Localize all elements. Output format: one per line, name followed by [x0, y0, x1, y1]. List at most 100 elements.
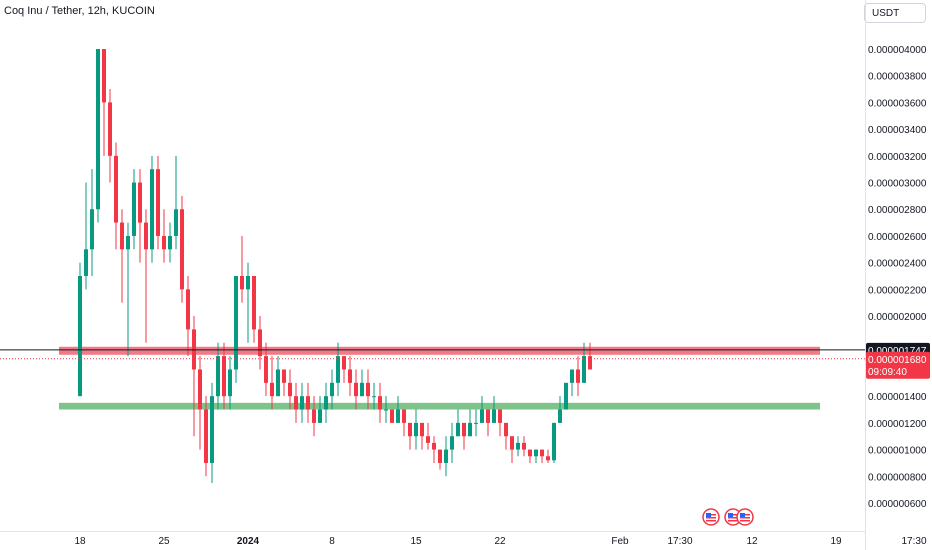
candle-body: [510, 436, 514, 450]
candle: [330, 369, 334, 410]
candle-body: [186, 289, 190, 330]
candle-body: [306, 396, 310, 410]
candle-body: [162, 235, 166, 250]
candle: [120, 209, 124, 303]
candle-body: [324, 396, 328, 410]
candle: [294, 382, 298, 423]
candle: [162, 209, 166, 263]
candle-body: [576, 369, 580, 383]
candle-body: [84, 249, 88, 276]
candle-body: [420, 422, 424, 437]
candle-body: [318, 409, 322, 423]
candle: [240, 235, 244, 303]
candle: [444, 436, 448, 477]
candle-body: [96, 49, 100, 210]
candle: [174, 155, 178, 250]
candle-body: [558, 409, 562, 423]
candle: [390, 409, 394, 423]
x-tick-label: 12: [746, 536, 758, 547]
candle: [522, 436, 526, 457]
candle: [414, 409, 418, 450]
candle-body: [474, 422, 478, 424]
candle-body: [234, 276, 238, 370]
candle: [486, 409, 490, 437]
candle-body: [540, 449, 544, 457]
currency-selector-button[interactable]: USDT: [864, 3, 926, 23]
candle: [366, 369, 370, 410]
x-tick-label: 15: [410, 536, 422, 547]
y-tick-label: 0.000000800: [868, 472, 927, 483]
candle: [576, 356, 580, 397]
us-flag-icon[interactable]: [702, 508, 720, 526]
y-tick-label: 0.000002200: [868, 285, 927, 296]
candle: [504, 422, 508, 450]
candle: [288, 369, 292, 410]
candle-body: [276, 369, 280, 397]
candle-body: [210, 396, 214, 463]
candle-body: [486, 409, 490, 423]
candle: [420, 422, 424, 450]
candle: [96, 49, 100, 223]
candle: [336, 342, 340, 397]
candle: [438, 449, 442, 470]
candle-body: [360, 382, 364, 397]
candle: [456, 409, 460, 437]
candle: [90, 169, 94, 276]
candle: [192, 316, 196, 437]
candle: [252, 276, 256, 343]
candle: [126, 222, 130, 357]
x-tick-label: Feb: [611, 536, 629, 547]
resistance-zone[interactable]: [59, 346, 820, 355]
last-price-label: 0.000001747: [868, 346, 927, 357]
candle-body: [288, 382, 292, 397]
candle-body: [390, 409, 394, 423]
candle-body: [450, 436, 454, 450]
candle: [228, 356, 232, 410]
candle: [264, 342, 268, 397]
current-price-label: 0.000001680: [868, 355, 927, 366]
candle-body: [336, 356, 340, 383]
candle: [318, 396, 322, 423]
candle: [132, 169, 136, 250]
candle-body: [456, 422, 460, 437]
candle-body: [462, 422, 466, 437]
candles-layer: [78, 49, 592, 483]
candle: [408, 422, 412, 450]
candle: [528, 449, 532, 463]
candle-body: [102, 49, 106, 103]
candle-body: [564, 382, 568, 410]
candle: [144, 209, 148, 343]
candle: [510, 436, 514, 463]
candle-body: [492, 409, 496, 423]
support-zone[interactable]: [59, 402, 820, 410]
candle: [300, 382, 304, 423]
candle: [222, 342, 226, 410]
candle-body: [396, 409, 400, 423]
y-tick-label: 0.000003400: [868, 125, 927, 136]
candle-body: [264, 356, 268, 383]
y-tick-label: 0.000003800: [868, 72, 927, 83]
candle: [180, 195, 184, 303]
candle-body: [150, 169, 154, 250]
candle: [372, 382, 376, 410]
candle-body: [366, 382, 370, 397]
candle: [432, 436, 436, 463]
candle: [324, 382, 328, 423]
candle-body: [312, 409, 316, 423]
candle: [540, 449, 544, 463]
candle-body: [300, 396, 304, 410]
candle: [570, 369, 574, 397]
candle-body: [378, 396, 382, 410]
candle-body: [426, 436, 430, 443]
zones-layer: [59, 346, 820, 410]
y-axis: 0.000004000 0.000003800 0.000003600 0.00000…: [865, 0, 930, 550]
candle-body: [522, 442, 526, 450]
candle-body: [546, 456, 550, 461]
candle-body: [108, 102, 112, 156]
candle: [306, 382, 310, 423]
us-flag-icon[interactable]: [736, 508, 754, 526]
candle: [492, 396, 496, 423]
candle: [78, 262, 82, 397]
